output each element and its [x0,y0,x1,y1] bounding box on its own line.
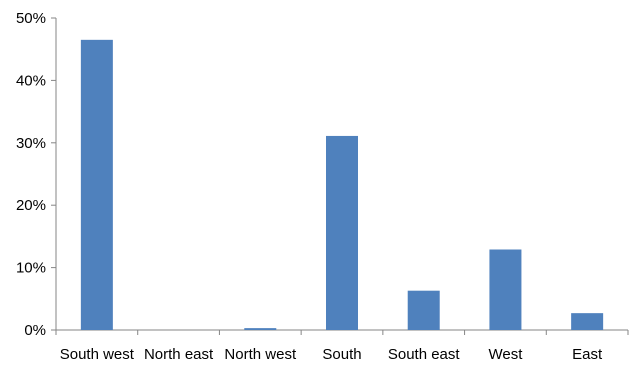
y-axis-tick-label: 50% [16,10,46,27]
bar-west [489,249,522,330]
bar-south-west [80,39,113,331]
x-axis-category-label: South [322,346,361,363]
y-axis-tick-label: 10% [16,260,46,277]
bar-south-east [407,290,440,330]
y-axis-tick-label: 30% [16,135,46,152]
y-axis-tick-label: 20% [16,197,46,214]
x-axis-category-label: West [488,346,523,363]
x-axis-category-label: East [572,346,603,363]
x-axis-category-label: North east [144,346,214,363]
bar-north-west [244,328,277,330]
bar-east [571,313,604,330]
axes [51,17,629,335]
bars [80,39,604,331]
y-axis-tick-label: 40% [16,72,46,89]
x-axis-category-label: North west [224,346,297,363]
x-axis-category-label: South east [388,346,461,363]
y-axis-tick-labels: 0% 10% 20% 30% 40% 50% [16,10,46,339]
bar-south [326,135,358,330]
x-axis-category-label: South west [60,346,135,363]
y-axis-tick-label: 0% [24,322,46,339]
x-axis-category-labels: South west North east North west South South… [60,346,603,363]
